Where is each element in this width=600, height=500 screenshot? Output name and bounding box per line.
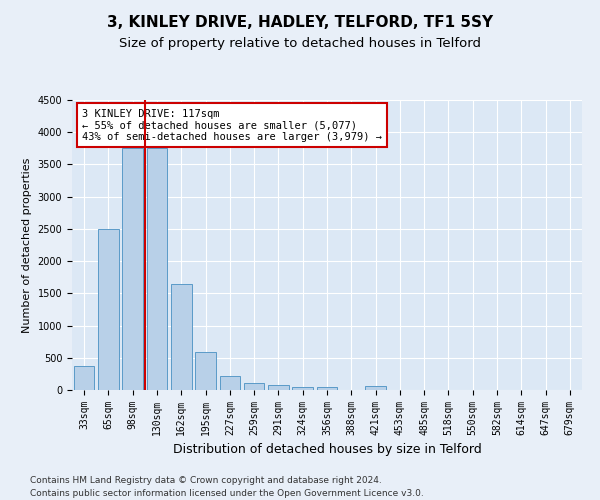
Bar (98, 229, 119, 390)
Bar (220, 376, 240, 390)
Y-axis label: Number of detached properties: Number of detached properties (22, 158, 32, 332)
X-axis label: Distribution of detached houses by size in Telford: Distribution of detached houses by size … (173, 444, 481, 456)
Bar (195, 352, 216, 390)
Bar (146, 148, 167, 390)
Bar (317, 388, 337, 390)
Bar (122, 148, 143, 390)
Bar (74, 366, 94, 390)
Bar (268, 386, 289, 390)
Bar (244, 383, 265, 390)
Text: 3 KINLEY DRIVE: 117sqm
← 55% of detached houses are smaller (5,077)
43% of semi-: 3 KINLEY DRIVE: 117sqm ← 55% of detached… (82, 108, 382, 142)
Bar (292, 387, 313, 390)
Text: Contains public sector information licensed under the Open Government Licence v3: Contains public sector information licen… (30, 488, 424, 498)
Text: 3, KINLEY DRIVE, HADLEY, TELFORD, TF1 5SY: 3, KINLEY DRIVE, HADLEY, TELFORD, TF1 5S… (107, 15, 493, 30)
Text: Size of property relative to detached houses in Telford: Size of property relative to detached ho… (119, 38, 481, 51)
Bar (171, 284, 191, 390)
Bar (365, 386, 386, 390)
Text: Contains HM Land Registry data © Crown copyright and database right 2024.: Contains HM Land Registry data © Crown c… (30, 476, 382, 485)
